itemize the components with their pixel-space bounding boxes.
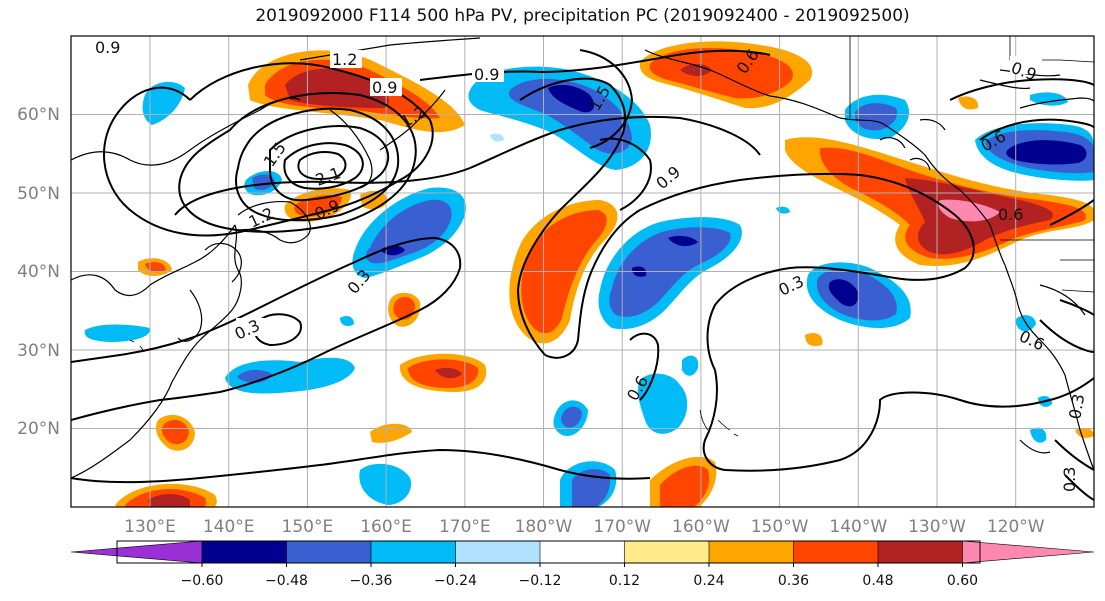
contour-label: 1.2: [332, 50, 357, 69]
colorbar-cell: [70, 540, 203, 564]
figure-title: 2019092000 F114 500 hPa PV, precipitatio…: [255, 6, 910, 26]
colorbar-cell: [624, 540, 710, 564]
contour-label: 0.3: [1065, 392, 1088, 420]
map-frame: [70, 35, 1095, 508]
colorbar-tick-label: −0.60: [181, 573, 224, 589]
lon-label: 170°E: [439, 517, 491, 537]
colorbar-cell: [455, 540, 541, 564]
colorbar-cell: [370, 540, 457, 564]
colorbar-tick-label: 0.36: [778, 573, 809, 589]
lon-label: 130°W: [908, 517, 966, 537]
colorbar-tick-label: −0.24: [434, 573, 477, 589]
lon-label: 120°W: [987, 517, 1045, 537]
colorbar-cell: [877, 540, 964, 564]
colorbar-cells: [70, 540, 1095, 564]
lat-label: 30°N: [17, 341, 60, 361]
lat-label: 20°N: [17, 419, 60, 439]
latitude-labels: 60°N 50°N 40°N 30°N 20°N: [17, 105, 60, 439]
map-panel: 0.9 1.2 0.9 0.9 1.5 1.2 1.5 2.1 1.2 0.9 …: [71, 36, 1094, 507]
lon-label: 140°W: [829, 517, 887, 537]
colorbar-tick-label: −0.12: [519, 573, 562, 589]
colorbar-tick-label: 0.24: [693, 573, 724, 589]
colorbar-tick-label: −0.48: [265, 573, 308, 589]
colorbar-cell: [708, 540, 795, 564]
contour-label: 0.3: [1060, 467, 1079, 492]
coastlines: [71, 37, 1094, 479]
colorbar: −0.60 −0.48 −0.36 −0.24 −0.12 0.12 0.24 …: [70, 540, 1095, 589]
precip-negative-shading: [84, 66, 1094, 507]
lat-label: 40°N: [17, 262, 60, 282]
lon-label: 150°E: [282, 517, 334, 537]
colorbar-tick-label: −0.36: [350, 573, 393, 589]
islands: [129, 339, 739, 437]
lon-label: 170°W: [593, 517, 651, 537]
pv-contours: [71, 49, 1094, 501]
contour-label: 0.6: [998, 205, 1023, 224]
lon-label: 150°W: [751, 517, 809, 537]
colorbar-tick-label: 0.48: [862, 573, 893, 589]
contour-label: 0.9: [474, 65, 499, 84]
colorbar-tick-label: 0.60: [947, 573, 978, 589]
lon-label: 160°E: [360, 517, 412, 537]
lat-label: 60°N: [17, 105, 60, 125]
colorbar-cell: [201, 540, 288, 564]
lon-label: 180°W: [515, 517, 573, 537]
colorbar-cell: [962, 540, 1095, 564]
colorbar-ticks: [201, 563, 963, 567]
lon-label: 160°W: [672, 517, 730, 537]
lon-label: 130°E: [124, 517, 176, 537]
longitude-labels: 130°E 140°E 150°E 160°E 170°E 180°W 170°…: [124, 517, 1045, 537]
colorbar-cell: [539, 540, 626, 564]
graticule: [71, 36, 1094, 507]
lon-label: 140°E: [203, 517, 255, 537]
colorbar-tick-label: 0.12: [609, 573, 640, 589]
colorbar-cell: [793, 540, 879, 564]
colorbar-cell: [286, 540, 372, 564]
contour-label: 0.9: [372, 78, 397, 97]
lat-label: 50°N: [17, 184, 60, 204]
contour-label: 0.9: [95, 38, 120, 57]
